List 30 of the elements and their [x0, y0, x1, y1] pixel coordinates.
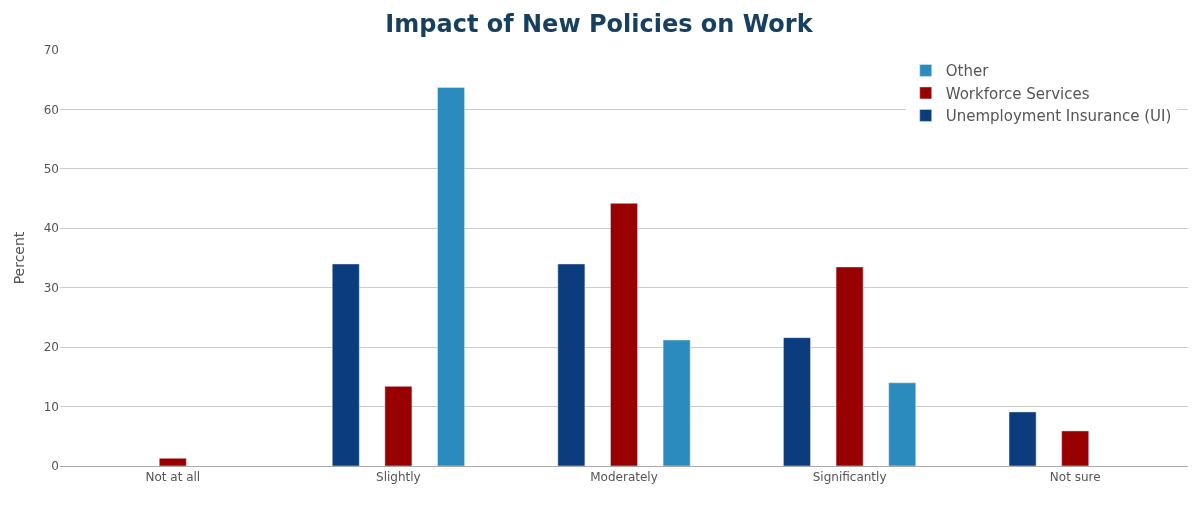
y-tick-label: 20 — [43, 340, 59, 355]
bar — [1008, 411, 1037, 466]
bar — [159, 458, 187, 466]
legend-label: Other — [945, 62, 990, 81]
y-tick-label: 0 — [51, 459, 59, 474]
x-tick-label: Slightly — [376, 470, 421, 485]
x-tick-label: Significantly — [812, 470, 887, 485]
legend-label: Workforce Services — [945, 84, 1090, 103]
y-tick-label: 40 — [43, 221, 59, 236]
bar — [1061, 430, 1089, 466]
x-tick-label: Not at all — [145, 470, 201, 485]
y-axis-title: Percent — [11, 231, 28, 285]
bar — [610, 203, 638, 466]
y-tick-label: 30 — [43, 280, 59, 295]
bar — [331, 263, 360, 466]
bar — [835, 266, 864, 466]
bar — [557, 263, 586, 466]
bar — [662, 339, 691, 466]
legend-label: Unemployment Insurance (UI) — [945, 107, 1172, 126]
bar — [384, 386, 413, 466]
y-tick-label: 10 — [43, 399, 59, 414]
y-tick-label: 60 — [43, 102, 59, 117]
bar — [783, 337, 811, 466]
bar — [888, 382, 917, 466]
bar — [437, 87, 465, 466]
y-tick-label: 50 — [43, 162, 59, 177]
chart-title: Impact of New Policies on Work — [385, 9, 814, 38]
x-tick-label: Not sure — [1049, 470, 1101, 485]
x-tick-label: Moderately — [590, 470, 658, 485]
y-tick-label: 70 — [43, 43, 59, 58]
